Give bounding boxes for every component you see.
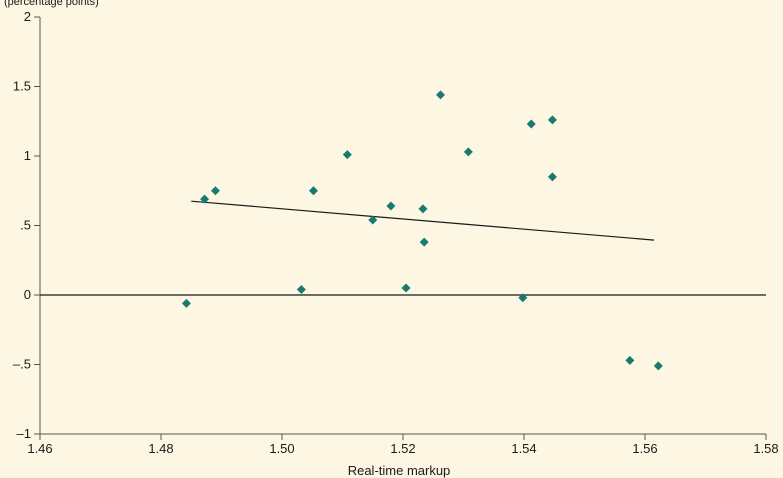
data-point: [401, 283, 411, 293]
data-point: [547, 115, 557, 125]
data-point: [419, 237, 429, 247]
data-point: [308, 186, 318, 196]
y-tick-label: –1: [17, 426, 31, 441]
fit-line: [191, 200, 655, 241]
x-tick-label: 1.46: [27, 441, 52, 456]
y-tick-label: 2: [24, 9, 31, 24]
data-point: [436, 90, 446, 100]
data-point: [625, 355, 635, 365]
x-tick-label: 1.52: [390, 441, 415, 456]
x-tick-label: 1.58: [753, 441, 778, 456]
data-point: [463, 147, 473, 157]
y-tick-label: –.5: [13, 357, 31, 372]
x-axis-label: Real-time markup: [348, 463, 451, 478]
y-tick-label: .5: [20, 218, 31, 233]
y-tick-label: 1: [24, 148, 31, 163]
data-point: [526, 119, 536, 129]
data-point: [547, 172, 557, 182]
y-tick-label: 0: [24, 287, 31, 302]
x-tick-label: 1.48: [148, 441, 173, 456]
data-point: [342, 150, 352, 160]
data-point: [518, 293, 528, 303]
x-tick-label: 1.54: [511, 441, 536, 456]
data-point: [418, 204, 428, 214]
plot-area: –1–.50.511.521.46 1.48 1.50 1.52 1.54 1.56 1.5…: [13, 9, 779, 456]
y-axis-top-label: (percentage points): [4, 0, 99, 8]
x-tick-label: 1.56: [632, 441, 657, 456]
data-point: [296, 284, 306, 294]
data-point: [210, 186, 220, 196]
y-tick-label: 1.5: [13, 79, 31, 94]
data-point: [653, 361, 663, 371]
data-point: [368, 215, 378, 225]
data-point: [200, 194, 210, 204]
x-tick-label: 1.50: [269, 441, 294, 456]
data-point: [386, 201, 396, 211]
data-point: [181, 298, 191, 308]
